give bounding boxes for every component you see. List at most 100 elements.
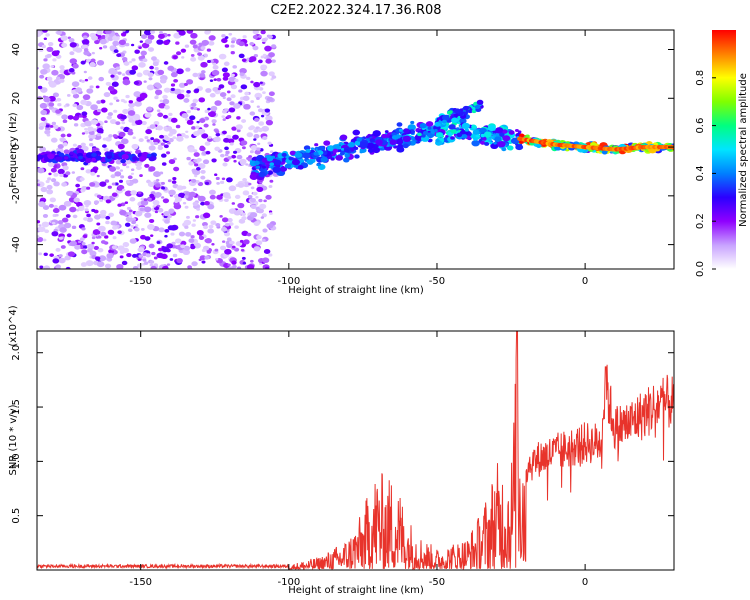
spectrogram-cell xyxy=(156,39,164,45)
spectrogram-cell xyxy=(339,151,345,156)
spectrogram-cell xyxy=(222,118,226,121)
spectrogram-cell xyxy=(156,125,164,131)
spectrogram-cell xyxy=(192,98,199,104)
spectrogram-cell xyxy=(61,217,69,223)
spectrogram-cell xyxy=(525,134,530,138)
spectrogram-cell xyxy=(139,40,143,43)
spectrogram-cell xyxy=(55,213,59,217)
spectrogram-cell xyxy=(180,89,185,93)
spectrogram-cell xyxy=(86,243,95,250)
spectrogram-cell xyxy=(171,180,177,184)
spectrogram-cell xyxy=(149,263,154,267)
spectrogram-cell xyxy=(396,139,404,145)
spectrogram-cell xyxy=(442,114,450,121)
spectrogram-cell xyxy=(221,240,226,243)
spectrogram-cell xyxy=(101,107,108,113)
spectrogram-cell xyxy=(83,70,87,74)
spectrogram-cell xyxy=(294,151,303,158)
spectrogram-cell xyxy=(189,115,196,121)
spectrogram-cell xyxy=(96,60,105,66)
spectrogram-cell xyxy=(241,58,247,62)
spectrogram-cell xyxy=(261,213,267,218)
spectrogram-cell xyxy=(250,204,257,210)
spectrogram-cell xyxy=(226,177,233,183)
spectrogram-cell xyxy=(148,243,155,249)
spectrogram-cell xyxy=(190,235,195,239)
spectrogram-cell xyxy=(204,238,210,243)
spectrogram-cell xyxy=(454,113,459,118)
spectrogram-cell xyxy=(184,44,190,48)
spectrogram-cell xyxy=(131,156,139,161)
spectrogram-cell xyxy=(133,80,139,85)
spectrogram-cell xyxy=(259,81,263,85)
spectrogram-cell xyxy=(84,120,92,127)
spectrogram-cell xyxy=(212,62,217,66)
spectrogram-cell xyxy=(111,81,119,87)
spectrogram-cell xyxy=(81,185,88,191)
spectrogram-cell xyxy=(601,150,608,155)
spectrogram-cell xyxy=(60,133,66,138)
spectrogram-cell xyxy=(163,144,169,149)
spectrogram-cell xyxy=(83,245,88,249)
spectrogram-cell xyxy=(450,129,457,134)
spectrogram-cell xyxy=(506,145,514,151)
spectrogram-cell xyxy=(81,39,90,45)
spectrogram-cell xyxy=(231,154,237,159)
spectrogram-cell xyxy=(232,65,238,69)
spectrogram-cell xyxy=(472,129,480,135)
spectrogram-cell xyxy=(91,152,97,158)
spectrogram-cell xyxy=(56,30,62,35)
spectrogram-cell xyxy=(134,210,143,217)
spectrogram-cell xyxy=(176,185,184,191)
spectrogram-cell xyxy=(197,195,201,199)
spectrogram-cell xyxy=(201,222,208,227)
spectrogram-cell xyxy=(206,137,213,142)
spectrogram-cell xyxy=(109,119,117,125)
spectrogram-cell xyxy=(169,258,174,261)
spectrogram-cell xyxy=(131,253,138,258)
spectrogram-cell xyxy=(163,211,170,217)
spectrogram-cell xyxy=(139,92,148,99)
spectrogram-cell xyxy=(239,67,247,74)
spectrogram-cell xyxy=(188,191,196,198)
spectrogram-cell xyxy=(323,140,331,146)
spectrogram-cell xyxy=(197,55,205,61)
spectrogram-cell xyxy=(479,127,487,134)
y-tick-label: -20 xyxy=(11,188,22,204)
spectrogram-cell xyxy=(162,114,168,119)
spectrogram-cell xyxy=(128,100,134,104)
spectrogram-cell xyxy=(201,260,206,264)
spectrogram-cell xyxy=(250,197,257,203)
x-tick-label: -100 xyxy=(277,577,300,588)
spectrogram-cell xyxy=(253,128,259,133)
spectrogram-cell xyxy=(193,152,200,157)
spectrogram-cell xyxy=(44,229,50,234)
spectrogram-cell xyxy=(193,106,198,111)
spectrogram-cell xyxy=(216,181,220,185)
spectrogram-cell xyxy=(86,213,91,218)
colorbar-tick-label: 0.0 xyxy=(695,261,706,277)
spectrogram-cell xyxy=(81,132,86,135)
spectrogram-cell xyxy=(164,234,168,238)
spectrogram-cell xyxy=(249,173,259,180)
spectrogram-cell xyxy=(200,201,206,206)
spectrogram-cell xyxy=(254,149,261,155)
spectrogram-cell xyxy=(241,256,246,260)
spectrogram-cell xyxy=(194,163,199,167)
spectrogram-cell xyxy=(40,186,48,193)
spectrogram-cell xyxy=(69,151,75,155)
spectrogram-cell xyxy=(116,166,121,170)
spectrogram-cell xyxy=(73,123,79,127)
spectrogram-y-ticks: -40 -20 0 20 40 xyxy=(11,43,674,253)
spectrogram-cell xyxy=(124,222,131,227)
spectrogram-x-ticks: -150 -100 -50 0 xyxy=(129,30,588,287)
spectrogram-cell xyxy=(465,109,470,113)
spectrogram-cell xyxy=(66,133,72,138)
spectrogram-cell xyxy=(389,139,397,146)
spectrogram-cell xyxy=(63,200,72,207)
spectrogram-cell xyxy=(128,128,133,133)
spectrogram-cell xyxy=(243,103,251,110)
spectrogram-cell xyxy=(164,219,170,224)
colorbar: 0.0 0.2 0.4 0.6 0.8 Normalized spectral ampl… xyxy=(695,30,749,277)
spectrogram-cell xyxy=(102,45,108,49)
